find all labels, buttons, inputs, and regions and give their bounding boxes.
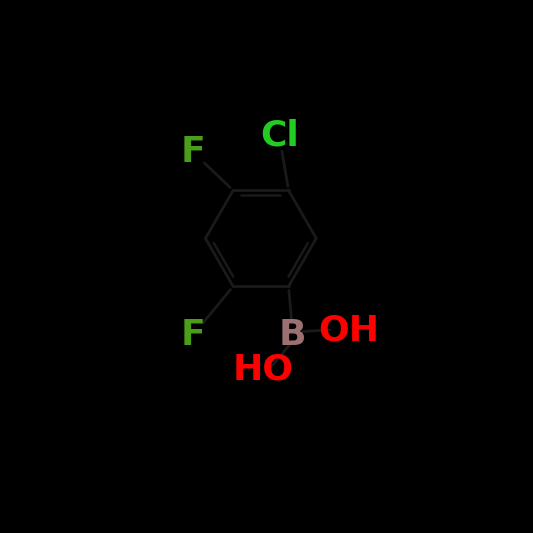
Text: F: F (181, 135, 206, 169)
Text: B: B (279, 318, 306, 352)
Text: Cl: Cl (260, 119, 298, 153)
Text: HO: HO (232, 353, 294, 387)
Text: OH: OH (319, 314, 379, 348)
Text: F: F (181, 318, 206, 352)
